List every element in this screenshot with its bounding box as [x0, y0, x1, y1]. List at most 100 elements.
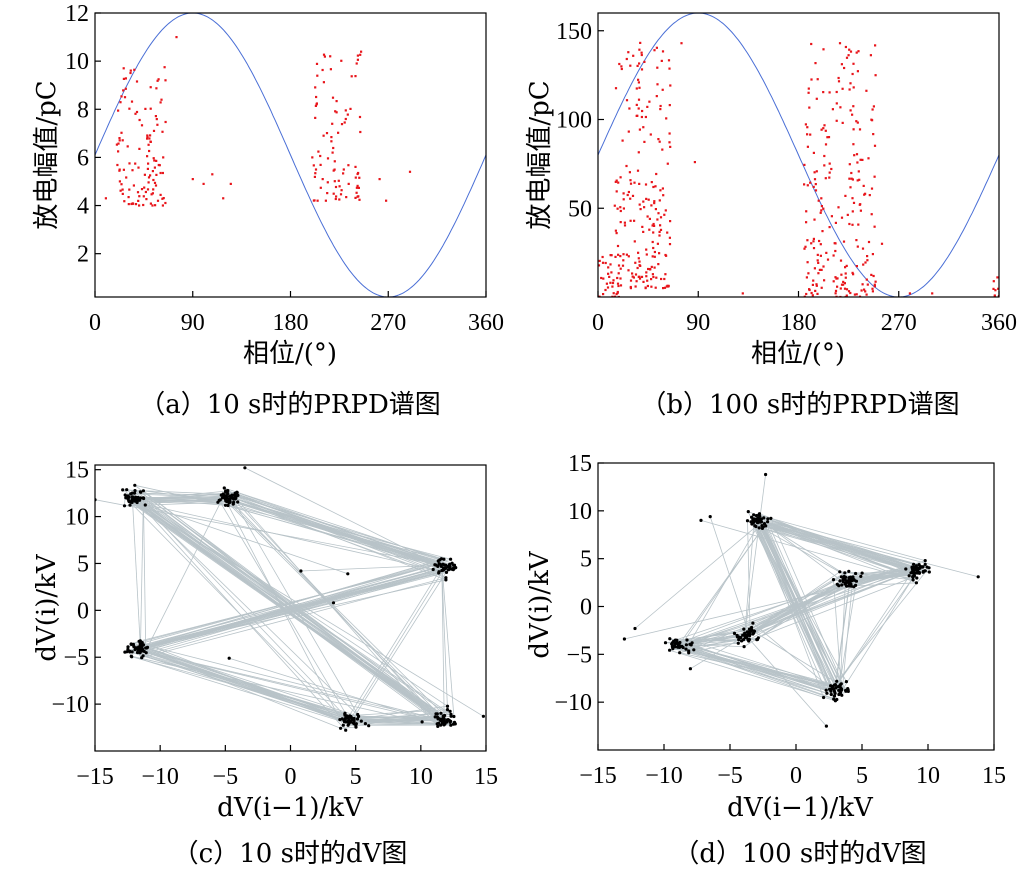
point-a-210	[175, 36, 178, 39]
point-b-455	[870, 273, 873, 276]
transition-line-c-247	[134, 498, 218, 503]
point-b-394	[813, 218, 816, 221]
transition-line-d-176	[753, 522, 832, 695]
point-c-210	[444, 563, 448, 567]
point-d-40	[838, 579, 842, 583]
point-b-203	[652, 222, 655, 226]
point-a-57	[149, 140, 152, 143]
point-a-70	[155, 173, 158, 176]
point-c-190	[142, 649, 146, 654]
point-b-272	[806, 126, 809, 129]
point-b-468	[819, 254, 822, 257]
point-d-15	[692, 648, 696, 652]
point-b-221	[613, 204, 616, 207]
point-d-183	[740, 639, 744, 643]
point-b-326	[815, 283, 818, 286]
point-b-213	[617, 181, 620, 184]
point-b-229	[631, 272, 634, 275]
transition-line-d-111	[691, 644, 745, 647]
point-b-319	[837, 76, 840, 80]
point-d-254	[918, 566, 922, 570]
point-b-397	[842, 280, 845, 283]
transition-line-c-231	[124, 494, 451, 722]
point-b-395	[812, 240, 815, 243]
point-c-124	[444, 576, 448, 580]
point-d-82	[840, 693, 844, 697]
transition-line-d-249	[753, 522, 919, 574]
point-a-213	[211, 173, 214, 176]
point-b-91	[666, 162, 669, 165]
point-b-180	[652, 246, 655, 250]
point-b-80	[669, 145, 672, 148]
point-b-332	[857, 223, 860, 226]
transition-line-c-246	[134, 498, 436, 718]
point-b-297	[852, 86, 855, 89]
point-c-167	[129, 500, 133, 504]
point-a-212	[202, 182, 205, 185]
point-b-340	[803, 295, 806, 297]
point-b-444	[840, 283, 844, 286]
ytick-label-c-5: 15	[65, 458, 89, 484]
xtick-label-a-2: 180	[273, 310, 309, 336]
point-b-193	[647, 198, 650, 201]
transition-line-c-64	[125, 497, 347, 723]
point-a-38	[118, 139, 121, 142]
outlier-point-c-1	[299, 569, 303, 573]
point-b-8	[612, 279, 615, 282]
point-a-179	[323, 55, 326, 58]
point-b-290	[824, 143, 828, 146]
transition-line-c-97	[134, 484, 444, 717]
point-d-222	[678, 640, 682, 645]
plot-a-marks	[95, 13, 486, 297]
point-b-177	[660, 277, 663, 281]
caption-d: （d）100 s时的dV图	[673, 839, 926, 869]
point-b-371	[859, 209, 862, 212]
transition-line-c-150	[234, 496, 439, 727]
point-b-171	[631, 275, 634, 278]
transition-line-c-211	[143, 564, 446, 646]
outlier-line-c-2	[124, 602, 334, 653]
point-b-483	[931, 292, 934, 295]
point-c-200	[127, 495, 131, 499]
point-b-223	[638, 48, 641, 51]
outlier-line-d-2	[624, 570, 914, 640]
point-b-398	[843, 282, 846, 285]
point-b-89	[646, 215, 649, 218]
point-b-257	[813, 171, 816, 174]
xtick-label-c-6: 15	[474, 764, 498, 790]
point-b-273	[817, 261, 820, 264]
point-d-187	[684, 643, 689, 647]
point-c-199	[440, 719, 444, 723]
point-b-288	[812, 185, 815, 188]
point-b-46	[652, 231, 655, 234]
point-d-202	[915, 567, 920, 571]
point-a-215	[229, 182, 232, 185]
point-b-385	[804, 123, 807, 126]
point-b-480	[741, 292, 744, 295]
point-b-467	[839, 106, 842, 109]
point-b-225	[644, 183, 648, 186]
transition-line-c-219	[137, 491, 237, 501]
ticks-b: 0 90 180 270 360 50 100 150	[556, 19, 1017, 336]
point-a-26	[122, 67, 125, 70]
point-a-37	[147, 162, 150, 165]
point-a-113	[124, 87, 127, 90]
point-b-71	[616, 244, 620, 248]
point-b-357	[822, 207, 825, 210]
transition-line-c-250	[122, 489, 455, 717]
point-a-160	[337, 131, 340, 134]
point-b-270	[840, 216, 844, 219]
point-c-242	[228, 498, 232, 502]
point-a-62	[124, 77, 127, 80]
point-b-376	[823, 154, 826, 158]
point-b-104	[642, 280, 645, 283]
transition-line-c-218	[137, 499, 445, 720]
point-d-258	[688, 642, 692, 646]
point-a-91	[123, 96, 127, 99]
point-b-331	[834, 221, 837, 224]
point-b-355	[818, 268, 821, 271]
point-c-247	[216, 500, 220, 504]
point-b-274	[806, 184, 809, 187]
point-b-414	[873, 283, 876, 286]
transition-line-c-166	[354, 713, 437, 720]
